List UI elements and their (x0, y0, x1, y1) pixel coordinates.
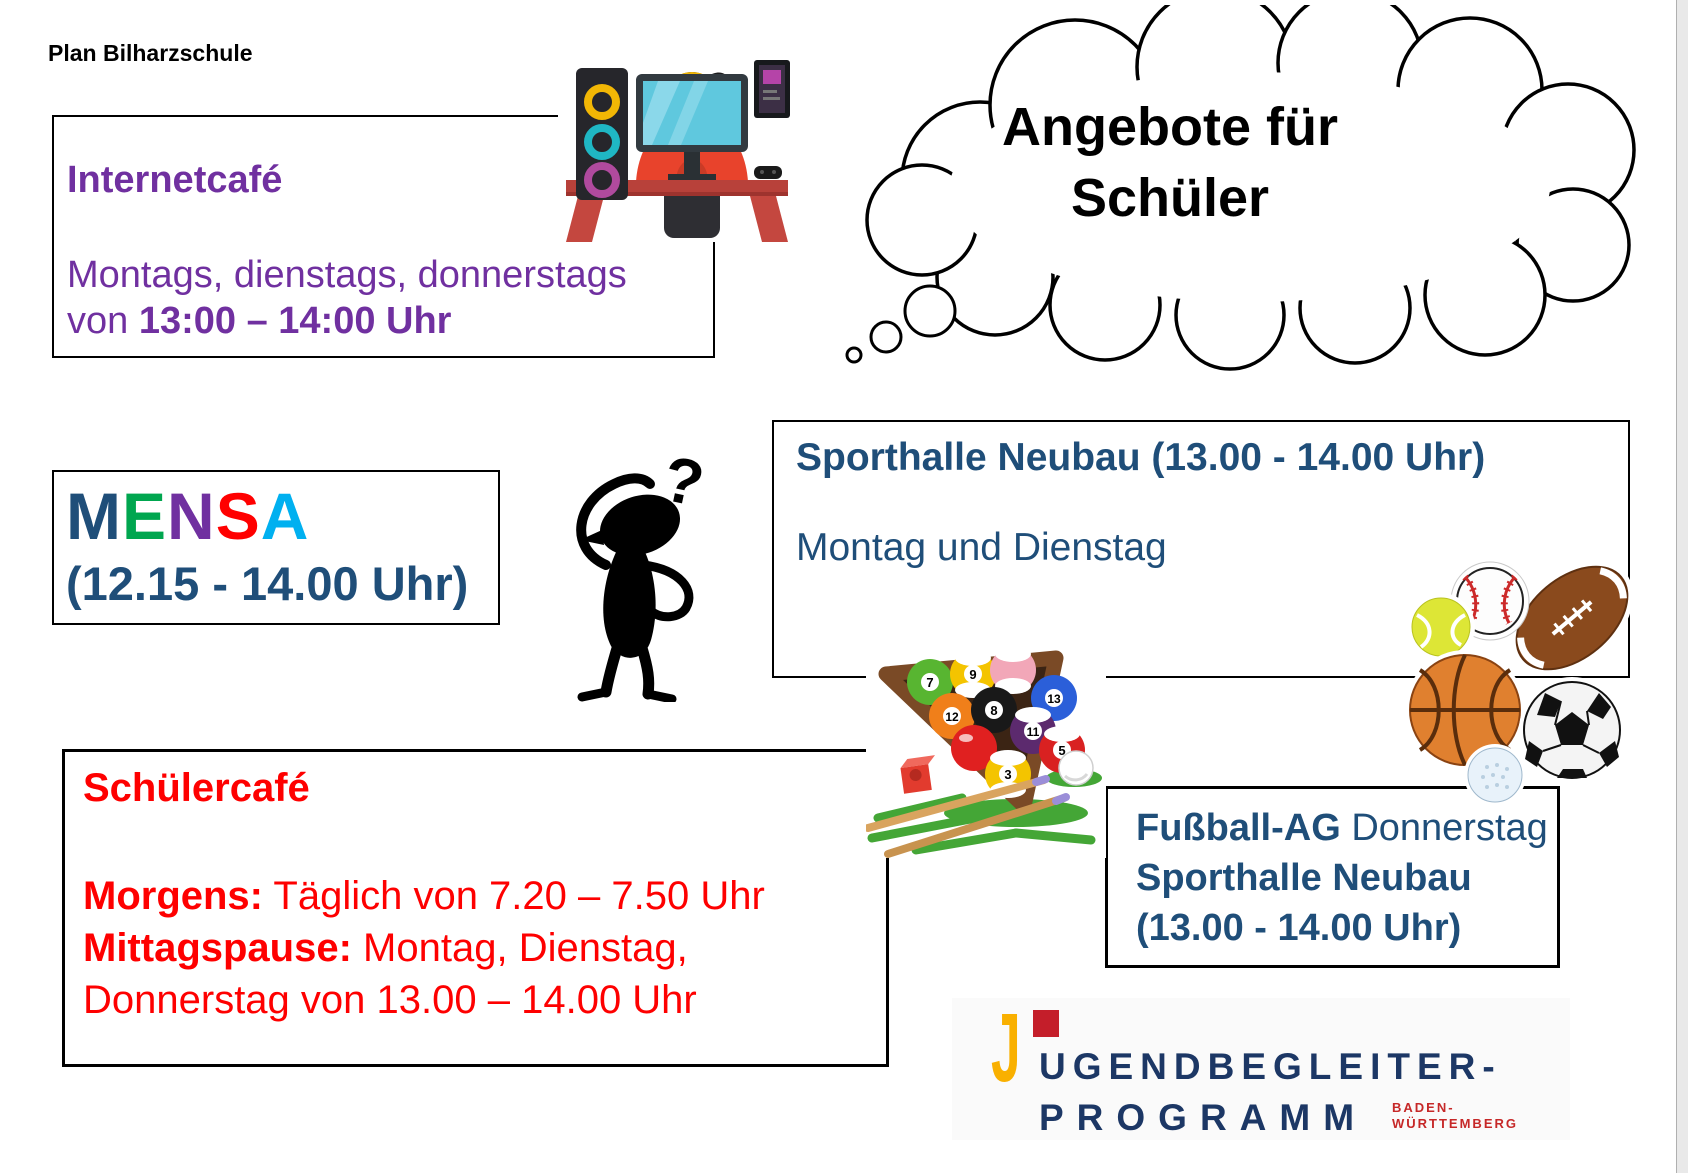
svg-text:12: 12 (945, 710, 959, 724)
cue-sticks (866, 775, 1070, 858)
gamer-at-pc-illustration (558, 40, 796, 242)
svg-text:11: 11 (1027, 725, 1040, 739)
svg-text:13: 13 (1047, 692, 1061, 706)
internetcafe-days: Montags, dienstags, donnerstags (67, 254, 627, 296)
football-icon (1510, 560, 1634, 676)
logo-name-line1: UGENDBEGLEITER- (1039, 1046, 1502, 1087)
svg-text:9: 9 (969, 667, 976, 682)
svg-text:J: J (991, 1010, 1021, 1084)
fussball-ag-label: Fußball-AG (1136, 807, 1341, 849)
schuelercafe-times: Morgens: Täglich von 7.20 – 7.50 Uhr Mit… (83, 870, 765, 1026)
internetcafe-heading: Internetcafé (67, 159, 283, 201)
second-monitor-icon (754, 60, 790, 118)
basketball-icon (1405, 650, 1525, 770)
golf-ball-icon (1464, 744, 1526, 806)
soccer-ball-icon (1519, 677, 1625, 783)
sporthalle-heading: Sporthalle Neubau (13.00 - 14.00 Uhr) (796, 436, 1486, 479)
thought-bubble-trail (845, 284, 957, 364)
page-title: Plan Bilharzschule (48, 40, 253, 66)
hip-arm (639, 560, 694, 622)
internetcafe-von: von (67, 300, 139, 342)
fussball-ag-box: Fußball-AG Donnerstag Sporthalle Neubau … (1105, 786, 1560, 968)
logo-region-line2: WÜRTTEMBERG (1392, 1116, 1518, 1131)
cloud-title-line1: Angebote für (1002, 97, 1338, 157)
schuelercafe-box: Schülercafé Morgens: Täglich von 7.20 – … (62, 749, 889, 1067)
schuelercafe-heading: Schülercafé (83, 766, 310, 810)
billiard-balls: 7 9 13 12 8 11 5 3 (907, 646, 1085, 798)
fussball-ag-text: Fußball-AG Donnerstag Sporthalle Neubau … (1136, 803, 1548, 953)
billiards-rack-illustration: 7 9 13 12 8 11 5 3 (866, 628, 1106, 858)
mensa-letter: N (167, 479, 216, 553)
logo-region-line1: BADEN- (1392, 1100, 1455, 1115)
speaker-icon (576, 68, 628, 200)
baseball-icon (1450, 561, 1530, 641)
game-controller-icon (754, 166, 782, 179)
mensa-title: MENSA (66, 478, 309, 554)
mensa-letter: M (66, 479, 122, 553)
internetcafe-hours: 13:00 – 14:00 Uhr (138, 300, 452, 342)
tennis-ball-icon (1407, 593, 1475, 661)
sporthalle-box: Sporthalle Neubau (13.00 - 14.00 Uhr) Mo… (772, 420, 1630, 678)
green-felt-strokes (867, 793, 1096, 855)
question-mark-icon: ? (657, 442, 708, 521)
scrollbar-track[interactable] (1676, 0, 1688, 1173)
chalk-cube-icon (900, 755, 936, 794)
svg-text:8: 8 (990, 703, 997, 718)
torso (603, 548, 656, 658)
logo-j-glyph: J (991, 1010, 1021, 1084)
svg-text:7: 7 (926, 675, 933, 690)
jugendbegleiter-logo: J UGENDBEGLEITER- PROGRAMM BADEN- WÜRTTE… (952, 998, 1570, 1140)
fussball-ag-day: Donnerstag (1340, 807, 1548, 849)
monitor-icon (636, 74, 748, 180)
cue-ball-icon (1058, 750, 1094, 786)
logo-name-line2: PROGRAMM (1039, 1097, 1368, 1138)
fussball-ag-place: Sporthalle Neubau (1136, 857, 1472, 899)
head (599, 494, 681, 556)
svg-text:3: 3 (1004, 767, 1011, 782)
mensa-hours: (12.15 - 14.00 Uhr) (66, 557, 469, 610)
svg-text:5: 5 (1058, 743, 1065, 758)
thought-cloud-shape (845, 5, 1636, 371)
cloud-title: Angebote für Schüler (960, 92, 1380, 235)
cloud-title-line2: Schüler (1070, 168, 1270, 229)
mensa-box: MENSA (12.15 - 14.00 Uhr) (52, 470, 500, 625)
mensa-letter: A (260, 479, 310, 553)
thinking-figure-illustration: ? (576, 442, 708, 702)
mittagspause-label: Mittagspause: (83, 926, 352, 970)
sporthalle-days: Montag und Dienstag (796, 526, 1167, 569)
morgens-text: Täglich von 7.20 – 7.50 Uhr (263, 874, 765, 918)
fussball-ag-hours: (13.00 - 14.00 Uhr) (1136, 907, 1462, 949)
mensa-letter: E (121, 479, 168, 553)
raised-arm (576, 473, 655, 570)
internetcafe-times: Montags, dienstags, donnerstags von 13:0… (67, 252, 627, 344)
mittagspause-text2: Donnerstag von 13.00 – 14.00 Uhr (83, 978, 697, 1022)
mittagspause-text: Montag, Dienstag, (351, 926, 688, 970)
sports-balls-illustration (1405, 560, 1634, 806)
logo-region-label: BADEN- WÜRTTEMBERG (1392, 1100, 1518, 1132)
logo-red-square (1033, 1010, 1059, 1037)
morgens-label: Morgens: (83, 874, 263, 918)
mensa-letter: S (215, 479, 261, 553)
